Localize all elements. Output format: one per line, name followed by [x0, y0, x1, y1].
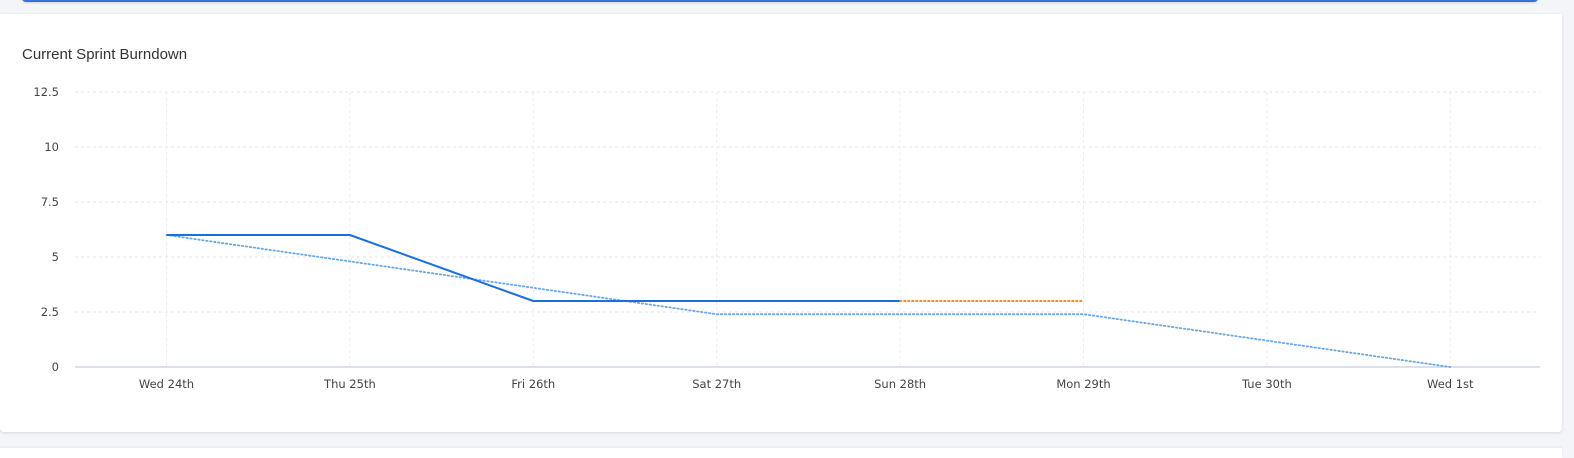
previous-card-edge: [22, 0, 1538, 2]
x-tick-label: Thu 25th: [323, 377, 376, 391]
series-line-0: [166, 234, 901, 302]
chart-title: Current Sprint Burndown: [22, 46, 188, 63]
chart-series: [165, 234, 1452, 368]
y-tick-label: 5: [52, 250, 59, 264]
y-tick-label: 12.5: [33, 85, 59, 99]
x-tick-label: Tue 30th: [1241, 377, 1292, 391]
chart-grid: [75, 91, 1540, 367]
chart-tick-labels: 12.5 10 7.5 5 2.5 0 Wed 24th Thu 25th Fri 26th Sa…: [33, 85, 1474, 391]
next-card-edge: [0, 448, 1562, 458]
y-tick-label: 7.5: [41, 195, 59, 209]
x-tick-label: Fri 26th: [511, 377, 555, 391]
y-tick-label: 2.5: [41, 305, 59, 319]
series-line-2: [165, 234, 1452, 368]
x-tick-label: Sun 28th: [874, 377, 926, 391]
y-tick-label: 10: [44, 140, 59, 154]
x-tick-label: Sat 27th: [692, 377, 741, 391]
x-tick-label: Wed 1st: [1427, 377, 1474, 391]
y-tick-label: 0: [52, 360, 59, 374]
burndown-card: [0, 14, 1562, 432]
x-tick-label: Mon 29th: [1056, 377, 1110, 391]
x-tick-label: Wed 24th: [139, 377, 194, 391]
